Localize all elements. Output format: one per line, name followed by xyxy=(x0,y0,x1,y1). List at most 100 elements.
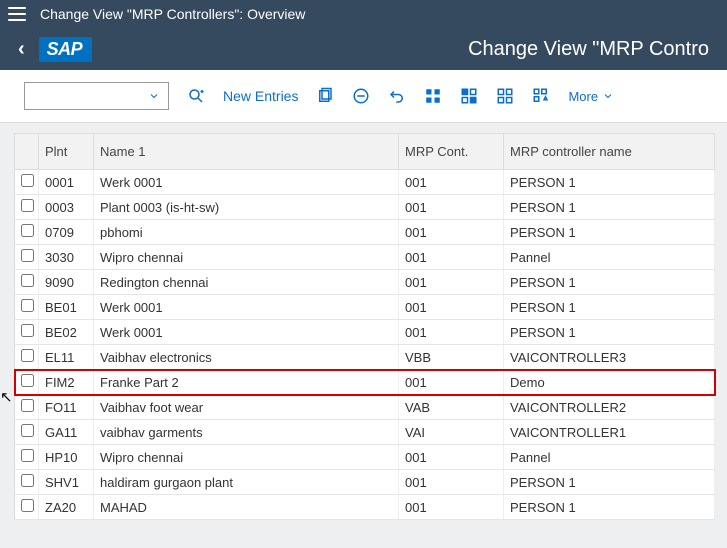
cell-mrp[interactable]: VAB xyxy=(399,395,504,420)
column-header-mrp[interactable]: MRP Cont. xyxy=(399,134,504,170)
cell-plnt[interactable]: 0709 xyxy=(39,220,94,245)
cell-mrp[interactable]: VBB xyxy=(399,345,504,370)
cell-name[interactable]: Vaibhav electronics xyxy=(94,345,399,370)
cell-ctrl[interactable]: VAICONTROLLER1 xyxy=(504,420,715,445)
cell-ctrl[interactable]: PERSON 1 xyxy=(504,270,715,295)
new-entries-button[interactable]: New Entries xyxy=(223,88,298,104)
cell-name[interactable]: Wipro chennai xyxy=(94,245,399,270)
row-checkbox[interactable] xyxy=(21,374,34,387)
cell-name[interactable]: Wipro chennai xyxy=(94,445,399,470)
cell-ctrl[interactable]: Pannel xyxy=(504,445,715,470)
selection-dropdown[interactable] xyxy=(24,82,169,110)
column-header-plnt[interactable]: Plnt xyxy=(39,134,94,170)
cell-mrp[interactable]: 001 xyxy=(399,220,504,245)
cell-ctrl[interactable]: PERSON 1 xyxy=(504,495,715,520)
cell-plnt[interactable]: EL11 xyxy=(39,345,94,370)
copy-icon[interactable] xyxy=(316,87,334,105)
select-all-icon[interactable] xyxy=(424,87,442,105)
table-row[interactable]: HP10Wipro chennai001Pannel xyxy=(15,445,715,470)
cell-ctrl[interactable]: PERSON 1 xyxy=(504,220,715,245)
row-checkbox[interactable] xyxy=(21,224,34,237)
cell-plnt[interactable]: ZA20 xyxy=(39,495,94,520)
table-row[interactable]: ZA20MAHAD001PERSON 1 xyxy=(15,495,715,520)
row-checkbox[interactable] xyxy=(21,474,34,487)
cell-mrp[interactable]: 001 xyxy=(399,195,504,220)
row-checkbox[interactable] xyxy=(21,324,34,337)
cell-mrp[interactable]: 001 xyxy=(399,470,504,495)
row-checkbox[interactable] xyxy=(21,424,34,437)
cell-name[interactable]: pbhomi xyxy=(94,220,399,245)
table-row[interactable]: SHV1haldiram gurgaon plant001PERSON 1 xyxy=(15,470,715,495)
cell-plnt[interactable]: FIM2 xyxy=(39,370,94,395)
cell-mrp[interactable]: 001 xyxy=(399,295,504,320)
cell-name[interactable]: Werk 0001 xyxy=(94,320,399,345)
cell-name[interactable]: Franke Part 2 xyxy=(94,370,399,395)
cell-plnt[interactable]: 0001 xyxy=(39,170,94,195)
delete-icon[interactable] xyxy=(352,87,370,105)
cell-mrp[interactable]: 001 xyxy=(399,245,504,270)
cell-plnt[interactable]: FO11 xyxy=(39,395,94,420)
select-block-icon[interactable] xyxy=(460,87,478,105)
table-row[interactable]: 0709pbhomi001PERSON 1 xyxy=(15,220,715,245)
cell-ctrl[interactable]: Demo xyxy=(504,370,715,395)
cell-ctrl[interactable]: VAICONTROLLER2 xyxy=(504,395,715,420)
cell-mrp[interactable]: 001 xyxy=(399,320,504,345)
search-icon[interactable] xyxy=(187,87,205,105)
table-row[interactable]: FO11Vaibhav foot wearVABVAICONTROLLER2 xyxy=(15,395,715,420)
cell-ctrl[interactable]: PERSON 1 xyxy=(504,170,715,195)
undo-icon[interactable] xyxy=(388,87,406,105)
table-row[interactable]: BE01Werk 0001001PERSON 1 xyxy=(15,295,715,320)
cell-mrp[interactable]: 001 xyxy=(399,270,504,295)
cell-name[interactable]: Plant 0003 (is-ht-sw) xyxy=(94,195,399,220)
cell-plnt[interactable]: BE02 xyxy=(39,320,94,345)
deselect-all-icon[interactable] xyxy=(496,87,514,105)
cell-ctrl[interactable]: Pannel xyxy=(504,245,715,270)
cell-plnt[interactable]: 9090 xyxy=(39,270,94,295)
table-row[interactable]: EL11Vaibhav electronicsVBBVAICONTROLLER3 xyxy=(15,345,715,370)
cell-ctrl[interactable]: PERSON 1 xyxy=(504,195,715,220)
cell-plnt[interactable]: HP10 xyxy=(39,445,94,470)
cell-plnt[interactable]: SHV1 xyxy=(39,470,94,495)
row-checkbox[interactable] xyxy=(21,274,34,287)
cell-name[interactable]: Redington chennai xyxy=(94,270,399,295)
table-row[interactable]: BE02Werk 0001001PERSON 1 xyxy=(15,320,715,345)
table-row[interactable]: 3030Wipro chennai001Pannel xyxy=(15,245,715,270)
row-checkbox[interactable] xyxy=(21,449,34,462)
cell-mrp[interactable]: 001 xyxy=(399,170,504,195)
cell-ctrl[interactable]: PERSON 1 xyxy=(504,320,715,345)
cell-ctrl[interactable]: PERSON 1 xyxy=(504,470,715,495)
column-header-ctrl[interactable]: MRP controller name xyxy=(504,134,715,170)
row-checkbox[interactable] xyxy=(21,399,34,412)
cell-ctrl[interactable]: PERSON 1 xyxy=(504,295,715,320)
row-checkbox[interactable] xyxy=(21,174,34,187)
cell-name[interactable]: Vaibhav foot wear xyxy=(94,395,399,420)
cell-plnt[interactable]: BE01 xyxy=(39,295,94,320)
row-checkbox[interactable] xyxy=(21,299,34,312)
table-row[interactable]: 0003Plant 0003 (is-ht-sw)001PERSON 1 xyxy=(15,195,715,220)
table-row[interactable]: 0001Werk 0001001PERSON 1 xyxy=(15,170,715,195)
back-icon[interactable]: ‹ xyxy=(18,38,25,61)
cell-name[interactable]: MAHAD xyxy=(94,495,399,520)
table-row[interactable]: GA11vaibhav garmentsVAIVAICONTROLLER1 xyxy=(15,420,715,445)
cell-mrp[interactable]: 001 xyxy=(399,495,504,520)
cell-plnt[interactable]: 3030 xyxy=(39,245,94,270)
table-row[interactable]: FIM2Franke Part 2001Demo xyxy=(15,370,715,395)
row-checkbox[interactable] xyxy=(21,499,34,512)
column-header-name[interactable]: Name 1 xyxy=(94,134,399,170)
cell-mrp[interactable]: 001 xyxy=(399,445,504,470)
cell-ctrl[interactable]: VAICONTROLLER3 xyxy=(504,345,715,370)
cell-plnt[interactable]: GA11 xyxy=(39,420,94,445)
row-checkbox[interactable] xyxy=(21,249,34,262)
cell-mrp[interactable]: VAI xyxy=(399,420,504,445)
row-checkbox[interactable] xyxy=(21,199,34,212)
more-button[interactable]: More xyxy=(568,89,614,104)
cell-plnt[interactable]: 0003 xyxy=(39,195,94,220)
cell-name[interactable]: haldiram gurgaon plant xyxy=(94,470,399,495)
row-checkbox[interactable] xyxy=(21,349,34,362)
config-icon[interactable] xyxy=(532,87,550,105)
cell-name[interactable]: Werk 0001 xyxy=(94,295,399,320)
cell-mrp[interactable]: 001 xyxy=(399,370,504,395)
table-row[interactable]: 9090Redington chennai001PERSON 1 xyxy=(15,270,715,295)
menu-icon[interactable] xyxy=(8,7,26,21)
cell-name[interactable]: vaibhav garments xyxy=(94,420,399,445)
